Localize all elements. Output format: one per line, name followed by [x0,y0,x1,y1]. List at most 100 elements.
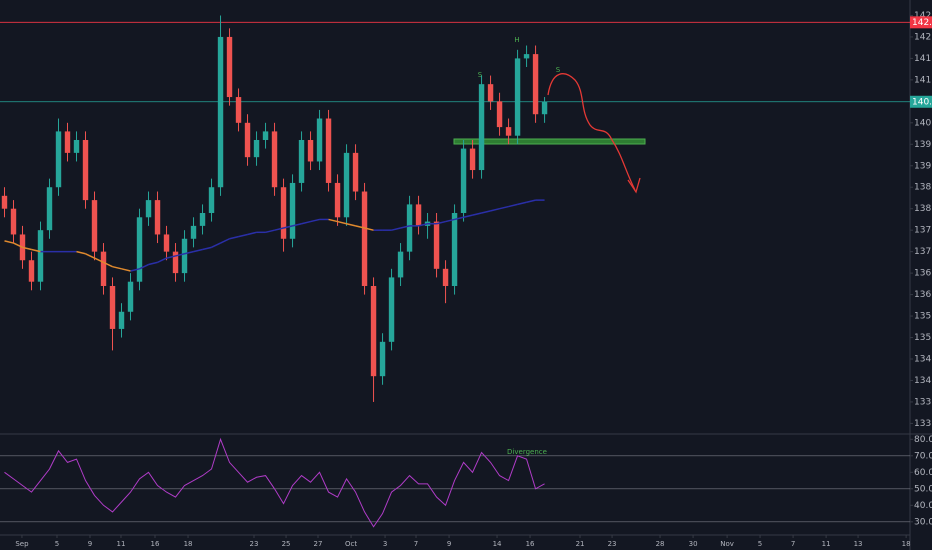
candle-body [541,101,548,115]
candle-body [109,285,116,329]
candle-body [415,204,422,226]
candle-body [262,131,269,140]
x-tick-label: 7 [791,540,795,548]
x-tick-label: 11 [117,540,126,548]
y-tick-label: 141.50 [914,54,932,64]
x-tick-label: 28 [656,540,665,548]
y-tick-label: 136.00 [914,290,932,300]
candle-body [28,260,35,282]
y-tick-label: 138.50 [914,183,932,193]
moving-average-segment [76,250,86,255]
x-tick-label: Oct [345,540,357,548]
candle-body [316,118,323,162]
y-tick-label: 136.50 [914,269,932,279]
y-tick-label: 141.00 [914,75,932,85]
candle-body [523,54,530,59]
x-tick-label: Sep [15,540,29,548]
candle-body [397,251,404,278]
candle-body [91,200,98,252]
price-label-box [910,95,932,108]
moving-average-segment [94,257,104,264]
moving-average-segment [148,261,158,266]
moving-average-segment [121,268,131,272]
moving-average-segment [472,212,482,216]
moving-average-segment [337,220,347,225]
moving-average-segment [166,255,176,259]
candle-body [442,268,449,286]
candle-body [235,97,242,123]
x-tick-label: 5 [55,540,59,548]
x-tick-label: 9 [88,540,92,548]
moving-average-segment [220,238,230,244]
candle-body [532,54,539,115]
y-tick-label: 139.50 [914,140,932,150]
y-tick-label: 140.00 [914,118,932,128]
candle-body [487,84,494,102]
candle-body [280,187,287,239]
rsi-line [4,437,545,528]
candle-body [127,281,134,312]
price-label: 140.49 [912,97,932,107]
candle-body [496,101,503,128]
moving-average-segment [112,265,122,270]
projection-path [547,73,636,191]
y-tick-label: 133.00 [914,419,932,429]
candle-body [370,285,377,377]
candle-body [118,311,125,329]
moving-average-segment [4,240,14,244]
y-tick-label: 137.50 [914,226,932,236]
x-tick-label: 7 [414,540,418,548]
head-label: H [514,36,519,44]
x-tick-label: 3 [383,540,387,548]
candle-body [460,148,467,213]
price-label: 142.34 [912,18,932,28]
y-tick-label: 70.00 [914,451,932,461]
y-tick-label: 80.00 [914,435,932,445]
y-tick-label: 134.50 [914,354,932,364]
y-tick-label: 135.50 [914,312,932,322]
candle-body [154,200,161,235]
y-tick-label: 139.00 [914,161,932,171]
x-tick-label: 21 [576,540,585,548]
candle-body [352,152,359,192]
y-tick-label: 142.50 [914,11,932,21]
x-tick-label: Nov [720,540,734,548]
shoulder-label: S [556,66,561,74]
candle-body [343,152,350,218]
candle-body [478,84,485,171]
candle-body [253,139,260,158]
candle-body [145,200,152,218]
candle-body [37,230,44,282]
moving-average-segment [463,214,473,219]
candle-body [172,251,179,274]
moving-average-segment [22,246,32,251]
y-tick-label: 50.00 [914,484,932,494]
moving-average-segment [346,223,356,227]
x-tick-label: 18 [184,540,193,548]
y-tick-label: 133.50 [914,397,932,407]
moving-average-segment [499,205,509,210]
candle-body [361,191,368,286]
candle-body [55,131,62,188]
moving-average-segment [229,235,239,240]
candle-body [100,251,107,286]
moving-average-segment [454,216,464,221]
support-zone [453,138,646,145]
x-tick-label: 30 [689,540,698,548]
moving-average-segment [391,227,401,231]
moving-average-segment [517,201,527,206]
candle-body [181,238,188,274]
moving-average-segment [211,242,221,249]
x-tick-label: 25 [282,540,291,548]
x-tick-label: 9 [447,540,451,548]
candle-body [298,139,305,183]
x-tick-label: 14 [493,540,502,548]
moving-average-segment [292,223,302,227]
moving-average-segment [355,225,365,229]
x-tick-label: 23 [250,540,259,548]
candle-body [379,341,386,377]
candle-body [10,208,17,235]
candle-body [289,182,296,239]
